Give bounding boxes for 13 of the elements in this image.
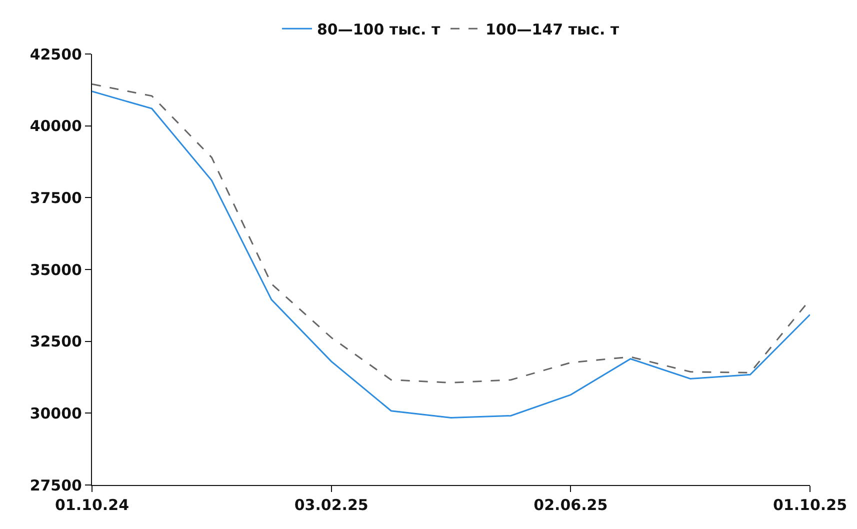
y-tick-label: 30000 bbox=[30, 404, 82, 422]
y-tick-label: 40000 bbox=[30, 117, 82, 136]
y-tick-label: 27500 bbox=[30, 476, 82, 494]
x-tick-label: 01.10.25 bbox=[772, 496, 848, 514]
y-tick-label: 42500 bbox=[30, 45, 82, 64]
legend-label: 80—100 тыс. т bbox=[317, 20, 440, 38]
legend-label: 100—147 тыс. т bbox=[485, 20, 620, 38]
x-tick-label: 01.10.24 bbox=[54, 496, 130, 514]
x-tick-label: 03.02.25 bbox=[294, 496, 368, 514]
y-tick-label: 35000 bbox=[30, 260, 82, 279]
x-tick-label: 02.06.25 bbox=[534, 496, 608, 514]
y-tick-label: 37500 bbox=[30, 188, 82, 207]
y-tick-label: 32500 bbox=[30, 332, 82, 351]
